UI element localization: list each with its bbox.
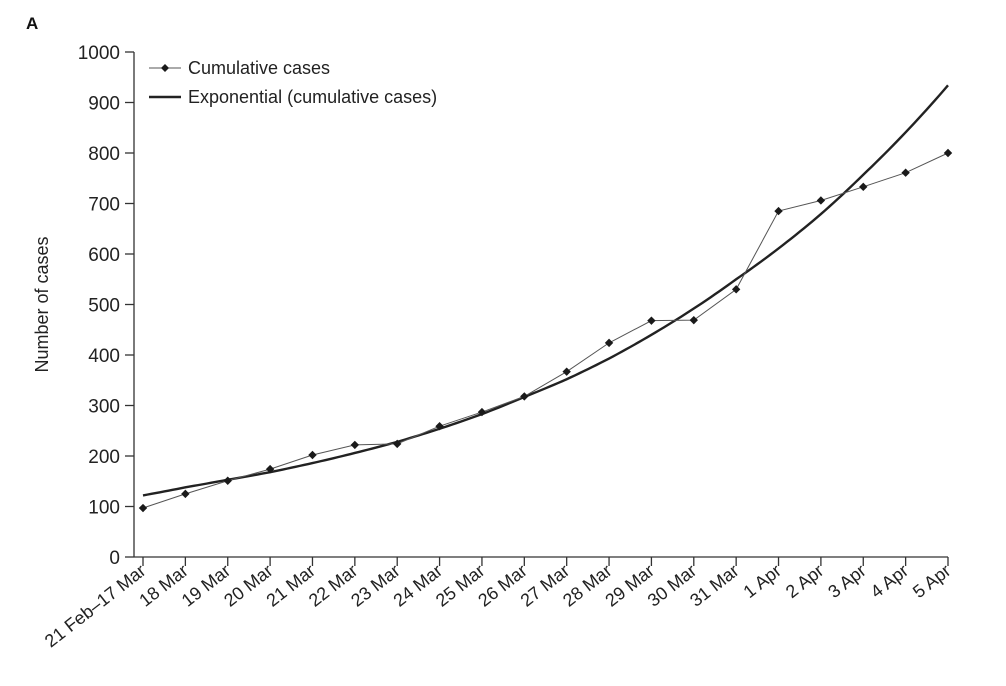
y-tick-label: 300	[88, 397, 120, 418]
y-tick-label: 0	[109, 548, 120, 569]
legend-marker-cumulative	[161, 64, 169, 72]
series-line-cumulative	[142, 152, 949, 509]
data-point-cumulative	[943, 148, 953, 158]
x-tick-label: 2 Apr	[782, 560, 827, 602]
y-tick-label: 400	[88, 346, 120, 367]
data-point-cumulative	[604, 338, 614, 348]
data-point-cumulative	[859, 182, 868, 192]
data-point-cumulative	[181, 489, 190, 499]
x-tick-label: 5 Apr	[909, 560, 954, 602]
series-line-exponential	[142, 84, 949, 497]
y-tick-label: 500	[88, 296, 120, 317]
legend-label-exponential: Exponential (cumulative cases)	[188, 87, 437, 107]
data-point-cumulative	[350, 440, 360, 450]
y-tick-label: 900	[88, 94, 120, 115]
y-axis-label: Number of cases	[32, 236, 52, 372]
data-point-cumulative	[393, 439, 402, 449]
axes: 0 100 200 300 400 500 600 700 800 900 1000 Number o…	[32, 43, 954, 651]
y-tick-label: 600	[88, 245, 120, 266]
data-point-cumulative	[223, 476, 232, 485]
data-point-cumulative	[774, 206, 783, 216]
data-point-cumulative	[689, 315, 698, 325]
data-point-cumulative	[435, 422, 444, 431]
y-tick-label: 1000	[78, 43, 120, 64]
data-point-cumulative	[647, 316, 656, 325]
data-point-cumulative	[308, 450, 317, 460]
series-layer	[138, 84, 953, 513]
y-tick-label: 800	[88, 144, 120, 165]
legend: Cumulative cases Exponential (cumulative …	[149, 58, 437, 107]
x-tick-label: 31 Mar	[686, 560, 742, 610]
y-tick-label: 700	[88, 195, 120, 216]
y-tick-label: 200	[88, 447, 120, 468]
data-point-cumulative	[816, 196, 826, 205]
x-tick-label: 1 Apr	[740, 560, 785, 602]
y-tick-label: 100	[88, 498, 120, 519]
x-tick-label: 21 Feb–17 Mar	[41, 560, 150, 651]
data-point-cumulative	[138, 503, 148, 513]
x-tick-label: 4 Apr	[867, 560, 912, 602]
data-point-cumulative	[901, 168, 910, 177]
data-point-cumulative	[520, 392, 529, 401]
data-point-cumulative	[477, 407, 487, 417]
panel-label: A	[26, 14, 39, 33]
data-point-cumulative	[265, 464, 275, 474]
data-point-cumulative	[731, 285, 741, 294]
x-tick-label: 3 Apr	[824, 560, 869, 602]
data-point-cumulative	[562, 367, 571, 376]
legend-label-cumulative: Cumulative cases	[188, 58, 330, 78]
